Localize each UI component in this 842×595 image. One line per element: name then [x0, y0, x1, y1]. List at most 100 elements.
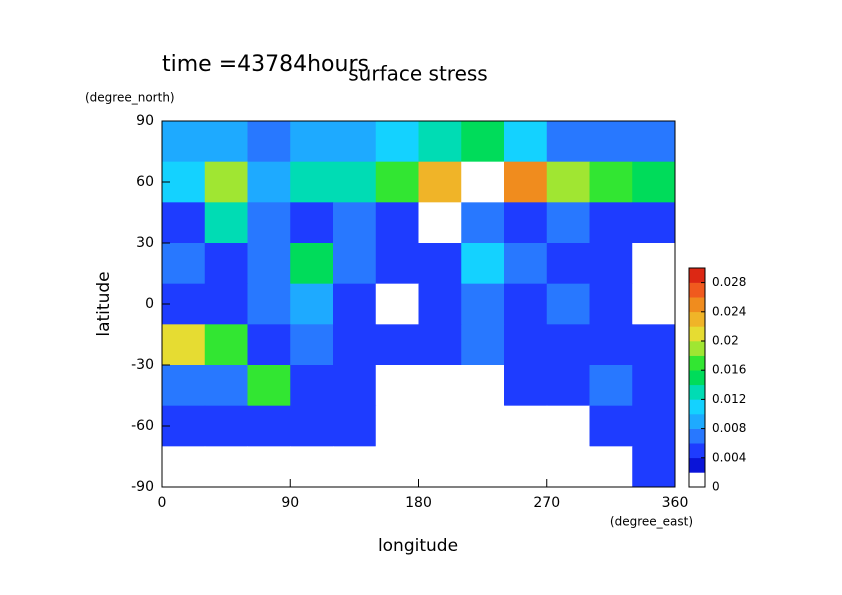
field-cell	[375, 202, 419, 244]
field-cell	[333, 324, 377, 366]
field-cell	[333, 243, 377, 285]
x-tick-label: 360	[662, 495, 689, 511]
field-cell	[204, 161, 248, 203]
y-axis-label: latitude	[94, 271, 114, 336]
field-cell	[290, 405, 334, 447]
colorbar-swatch	[689, 443, 705, 459]
y-tick-label: 90	[136, 113, 154, 129]
field-cell	[632, 202, 676, 244]
field-cell	[290, 243, 334, 285]
field-cell	[204, 283, 248, 325]
colorbar-swatch	[689, 414, 705, 429]
field-cell	[375, 121, 419, 163]
field-cell	[546, 405, 590, 447]
chart-title: surface stress	[348, 62, 487, 86]
field-cell	[546, 202, 590, 244]
field-cell	[504, 121, 548, 163]
colorbar-tick-label: 0.016	[712, 363, 746, 377]
field-cell	[333, 446, 377, 488]
field-cell	[632, 405, 676, 447]
x-tick-label: 180	[405, 495, 432, 511]
field-cell	[204, 243, 248, 285]
field-cell	[247, 243, 291, 285]
field-cell	[589, 202, 633, 244]
field-cell	[162, 121, 206, 163]
field-cell	[418, 243, 462, 285]
colorbar-swatch	[689, 282, 705, 298]
field-cell	[418, 202, 462, 244]
field-cell	[290, 446, 334, 488]
colorbar-tick-label: 0.02	[712, 334, 739, 348]
y-unit: (degree_north)	[85, 91, 175, 105]
field-cell	[461, 121, 505, 163]
field-cell	[632, 283, 676, 325]
field-cell	[162, 202, 206, 244]
field-cell	[418, 446, 462, 488]
field-cell	[632, 324, 676, 366]
field-cell	[461, 324, 505, 366]
field-cell	[546, 243, 590, 285]
field-cell	[504, 283, 548, 325]
field-cell	[418, 161, 462, 203]
field-cell	[290, 324, 334, 366]
field-cell	[461, 202, 505, 244]
y-tick-label: -60	[131, 418, 154, 434]
field-cell	[461, 283, 505, 325]
colorbar-swatch	[689, 472, 705, 488]
field-cell	[546, 365, 590, 407]
field-cell	[632, 365, 676, 407]
field-cell	[204, 202, 248, 244]
field-cell	[375, 446, 419, 488]
x-tick-label: 0	[158, 495, 167, 511]
field-cell	[204, 446, 248, 488]
field-cell	[504, 161, 548, 203]
field-cell	[204, 324, 248, 366]
field-cell	[589, 121, 633, 163]
field-cell	[333, 161, 377, 203]
field-cell	[290, 365, 334, 407]
field-cell	[290, 283, 334, 325]
field-cell	[375, 243, 419, 285]
field-cell	[589, 243, 633, 285]
field-cell	[461, 405, 505, 447]
field-cell	[375, 283, 419, 325]
field-cell	[247, 324, 291, 366]
field-cell	[461, 161, 505, 203]
field-cell	[333, 283, 377, 325]
field-cell	[589, 324, 633, 366]
colorbar-swatch	[689, 384, 705, 400]
y-tick-label: 30	[136, 235, 154, 251]
field-cell	[247, 202, 291, 244]
field-cell	[290, 161, 334, 203]
field-cell	[504, 202, 548, 244]
x-tick-label: 270	[533, 495, 560, 511]
field-cell	[504, 446, 548, 488]
field-cell	[418, 121, 462, 163]
field-cell	[247, 161, 291, 203]
colorbar-tick-label: 0.028	[712, 275, 746, 289]
x-axis-label: longitude	[378, 536, 458, 556]
field-cell	[632, 243, 676, 285]
field-cell	[546, 121, 590, 163]
colorbar-swatch	[689, 326, 705, 342]
chart-subtitle: time =43784hours	[162, 52, 369, 77]
field-cell	[589, 283, 633, 325]
colorbar-swatch	[689, 457, 705, 473]
colorbar-swatch	[689, 399, 705, 415]
field-cell	[632, 446, 676, 488]
field-cell	[162, 365, 206, 407]
y-tick-label: -30	[131, 357, 154, 373]
colorbar-tick-label: 0.004	[712, 450, 746, 464]
colorbar-frame	[688, 267, 706, 488]
field-cell	[204, 405, 248, 447]
field-cell	[247, 283, 291, 325]
field-cell	[589, 161, 633, 203]
field-cell	[589, 405, 633, 447]
field-cell	[461, 365, 505, 407]
field-cell	[290, 121, 334, 163]
colorbar-tick-label: 0	[712, 480, 720, 494]
field-cell	[504, 405, 548, 447]
field-cell	[589, 365, 633, 407]
colorbar-tick-label: 0.012	[712, 392, 746, 406]
